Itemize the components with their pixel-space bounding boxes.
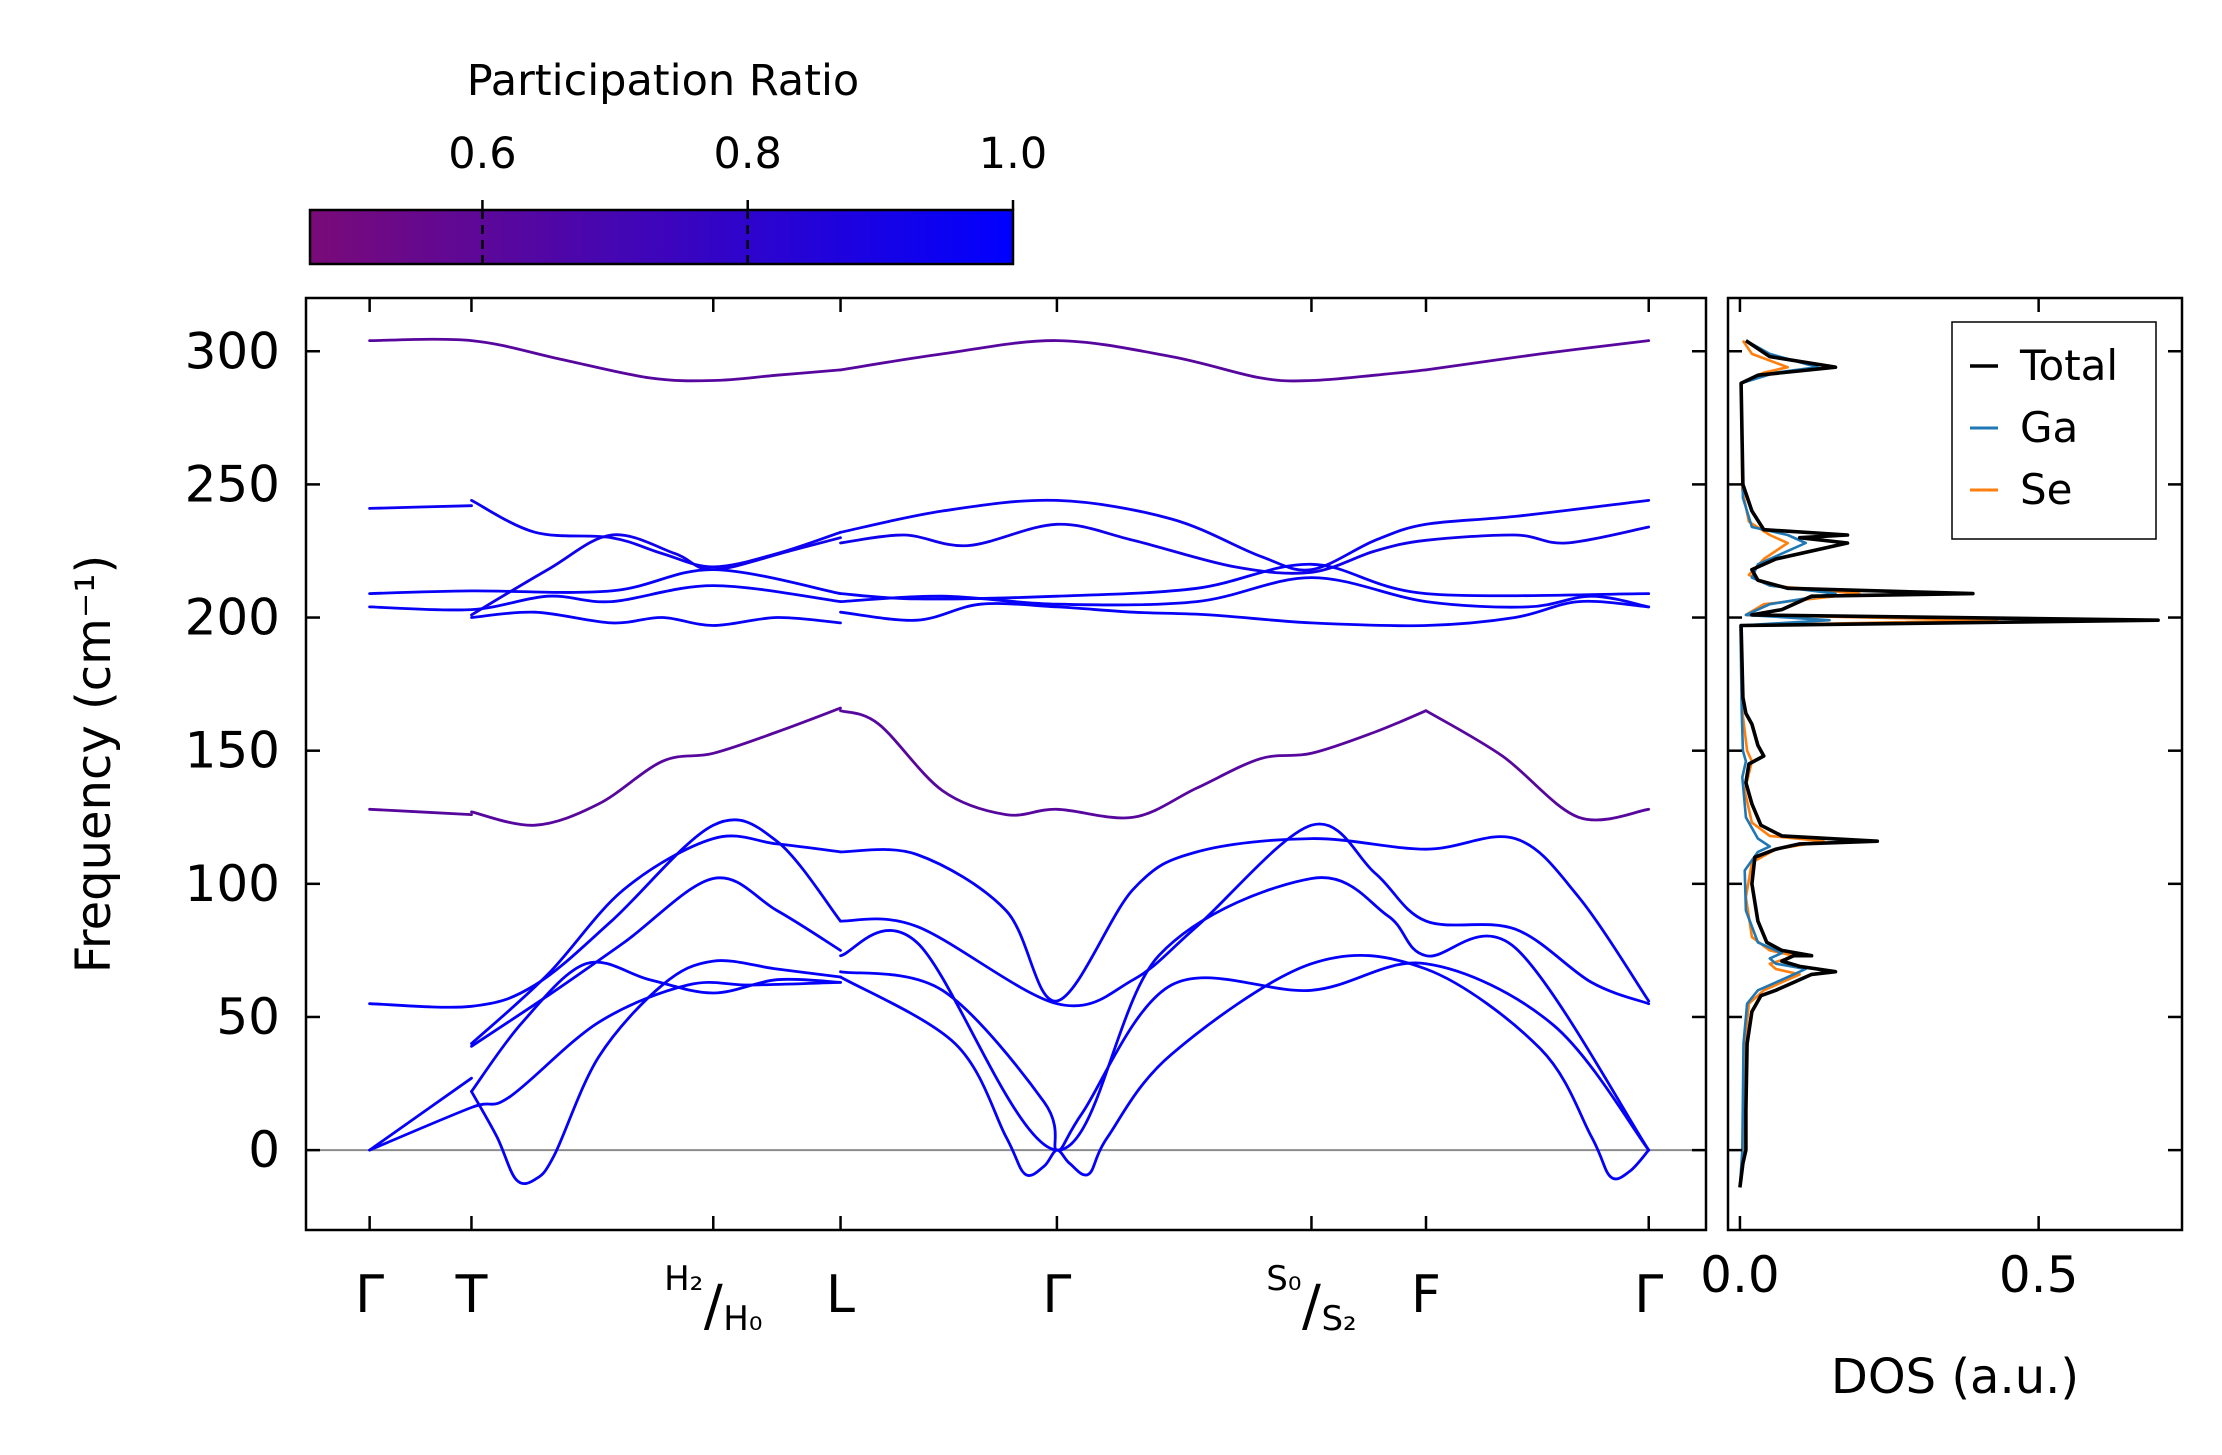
x-tick-label-top: H₂ (664, 1259, 703, 1299)
x-tick-label: F (1411, 1265, 1441, 1325)
y-tick-label: 0 (248, 1121, 280, 1179)
band-segment (839, 339, 1428, 383)
band-segment (368, 818, 842, 1009)
dos-plot-frame (1726, 296, 2184, 1232)
band-branch-9 (368, 818, 1651, 1009)
band-branch-8 (470, 834, 1651, 1045)
y-tick-label: 300 (185, 322, 280, 380)
band-branch-12 (368, 954, 1651, 1185)
colorbar (308, 208, 1015, 266)
band-branch-13 (368, 980, 842, 1152)
x-tick-label-top: S₀ (1266, 1259, 1301, 1299)
band-segment (470, 499, 842, 569)
band-branch-5 (368, 562, 1651, 601)
band-segment (368, 568, 842, 595)
band-plot-frame (304, 296, 1708, 1232)
legend-label-total: Total (2019, 341, 2118, 390)
band-branch-6 (368, 576, 1651, 612)
x-tick-label: Γ (1042, 1265, 1071, 1325)
colorbar-label: Participation Ratio (467, 56, 860, 106)
y-tick-label: 200 (185, 589, 280, 647)
x-tick-label-bottom: S₂ (1321, 1299, 1356, 1339)
dos-plot (1738, 339, 2160, 1188)
band-segment (368, 584, 842, 612)
band-segment (470, 959, 842, 1185)
y-tick-label: 250 (185, 455, 280, 513)
legend: Total Ga Se (1951, 321, 2157, 540)
band-structure-plot (306, 337, 1706, 1185)
dos-x-tick-label: 0.5 (1999, 1246, 2079, 1304)
x-tick-label: L (826, 1265, 855, 1325)
band-segment (1424, 709, 1651, 822)
x-tick-label-split: H₂ / H₀ (664, 1259, 762, 1339)
band-segment (839, 562, 1651, 601)
band-segment (839, 709, 1428, 820)
y-tick-label: 150 (185, 722, 280, 780)
colorbar-ticks: 0.6 0.8 1.0 (448, 129, 1047, 264)
x-tick-label: Γ (355, 1265, 384, 1325)
band-segment (839, 835, 1651, 1003)
band-branch-1 (368, 337, 1651, 383)
band-segment (1424, 339, 1651, 372)
band-segment (470, 533, 842, 617)
band-segment (470, 610, 842, 627)
band-branch-4 (470, 522, 1651, 617)
y-tick-label: 100 (185, 855, 280, 913)
band-segment (470, 960, 842, 1093)
band-branch-2 (368, 706, 1651, 827)
x-tick-label: Γ (1634, 1265, 1663, 1325)
dos-x-axis-label: DOS (a.u.) (1831, 1349, 2079, 1405)
x-tick-label-split: S₀ / S₂ (1266, 1259, 1356, 1339)
band-segment (470, 876, 842, 1048)
band-branch-7 (470, 599, 1651, 628)
band-segment (470, 706, 842, 827)
band-segment (839, 876, 1651, 1152)
band-segment (470, 834, 842, 1045)
dos-line-total (1738, 339, 2160, 1188)
colorbar-tick-label: 1.0 (979, 129, 1047, 179)
band-segment (839, 961, 1651, 1152)
x-tick-label-slash: / (1302, 1274, 1321, 1339)
x-tick-label-bottom: H₀ (723, 1299, 762, 1339)
band-segment (839, 498, 1651, 572)
band-segment (839, 599, 1651, 628)
dos-axes: 0.0 0.5 (1700, 298, 2182, 1304)
band-branch-11 (470, 960, 1651, 1152)
y-tick-label: 50 (216, 988, 280, 1046)
colorbar-tick-label: 0.6 (448, 129, 516, 179)
colorbar-tick-label: 0.8 (714, 129, 782, 179)
legend-label-ga: Ga (2020, 403, 2078, 452)
dos-line-ga (1738, 339, 1837, 1188)
y-axis-label: Frequency (cm⁻¹) (66, 555, 122, 973)
band-segment (839, 576, 1651, 609)
band-segment (368, 980, 842, 1152)
band-segment (368, 504, 473, 510)
band-segment (368, 807, 473, 816)
dos-x-tick-label: 0.0 (1700, 1246, 1780, 1304)
band-segment (368, 337, 842, 383)
band-segment (368, 1076, 473, 1152)
band-segment (839, 954, 1651, 1181)
band-branch-10 (470, 876, 1651, 1152)
legend-label-se: Se (2020, 465, 2073, 514)
x-tick-label-slash: / (704, 1274, 723, 1339)
x-tick-label: T (455, 1265, 488, 1325)
band-segment (839, 822, 1651, 1008)
legend-frame (1951, 321, 2157, 540)
